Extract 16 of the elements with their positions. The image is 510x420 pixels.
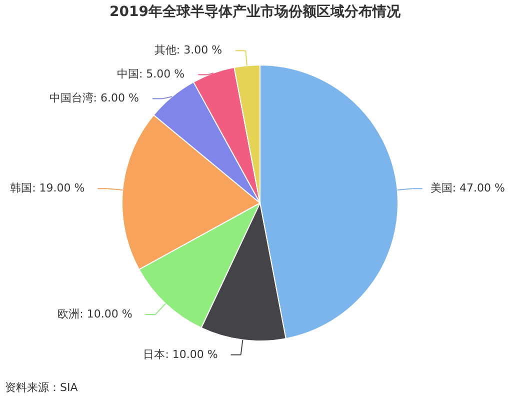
data-label: : 10.00 % (165, 348, 218, 361)
data-label: : 6.00 % (93, 92, 139, 105)
slice-label: 欧洲 (58, 308, 80, 321)
data-label: : 5.00 % (138, 68, 185, 81)
data-label: : 47.00 % (452, 182, 505, 195)
slice-label: 韩国 (10, 182, 32, 195)
slice-label: 中国台湾 (49, 92, 94, 105)
data-label: : 3.00 % (176, 44, 222, 57)
chart-title: 2019年全球半导体产业市场份额区域分布情况 (110, 3, 402, 20)
legend-label: 美国 (430, 182, 452, 195)
text: 资料来源：SIA (5, 381, 78, 394)
data-label: : 19.00 % (32, 182, 85, 195)
slice-label: 日本 (143, 348, 166, 361)
slice-label: 中国 (116, 68, 139, 81)
data-label: : 10.00 % (80, 308, 132, 321)
slice-label: 其他 (154, 44, 176, 57)
